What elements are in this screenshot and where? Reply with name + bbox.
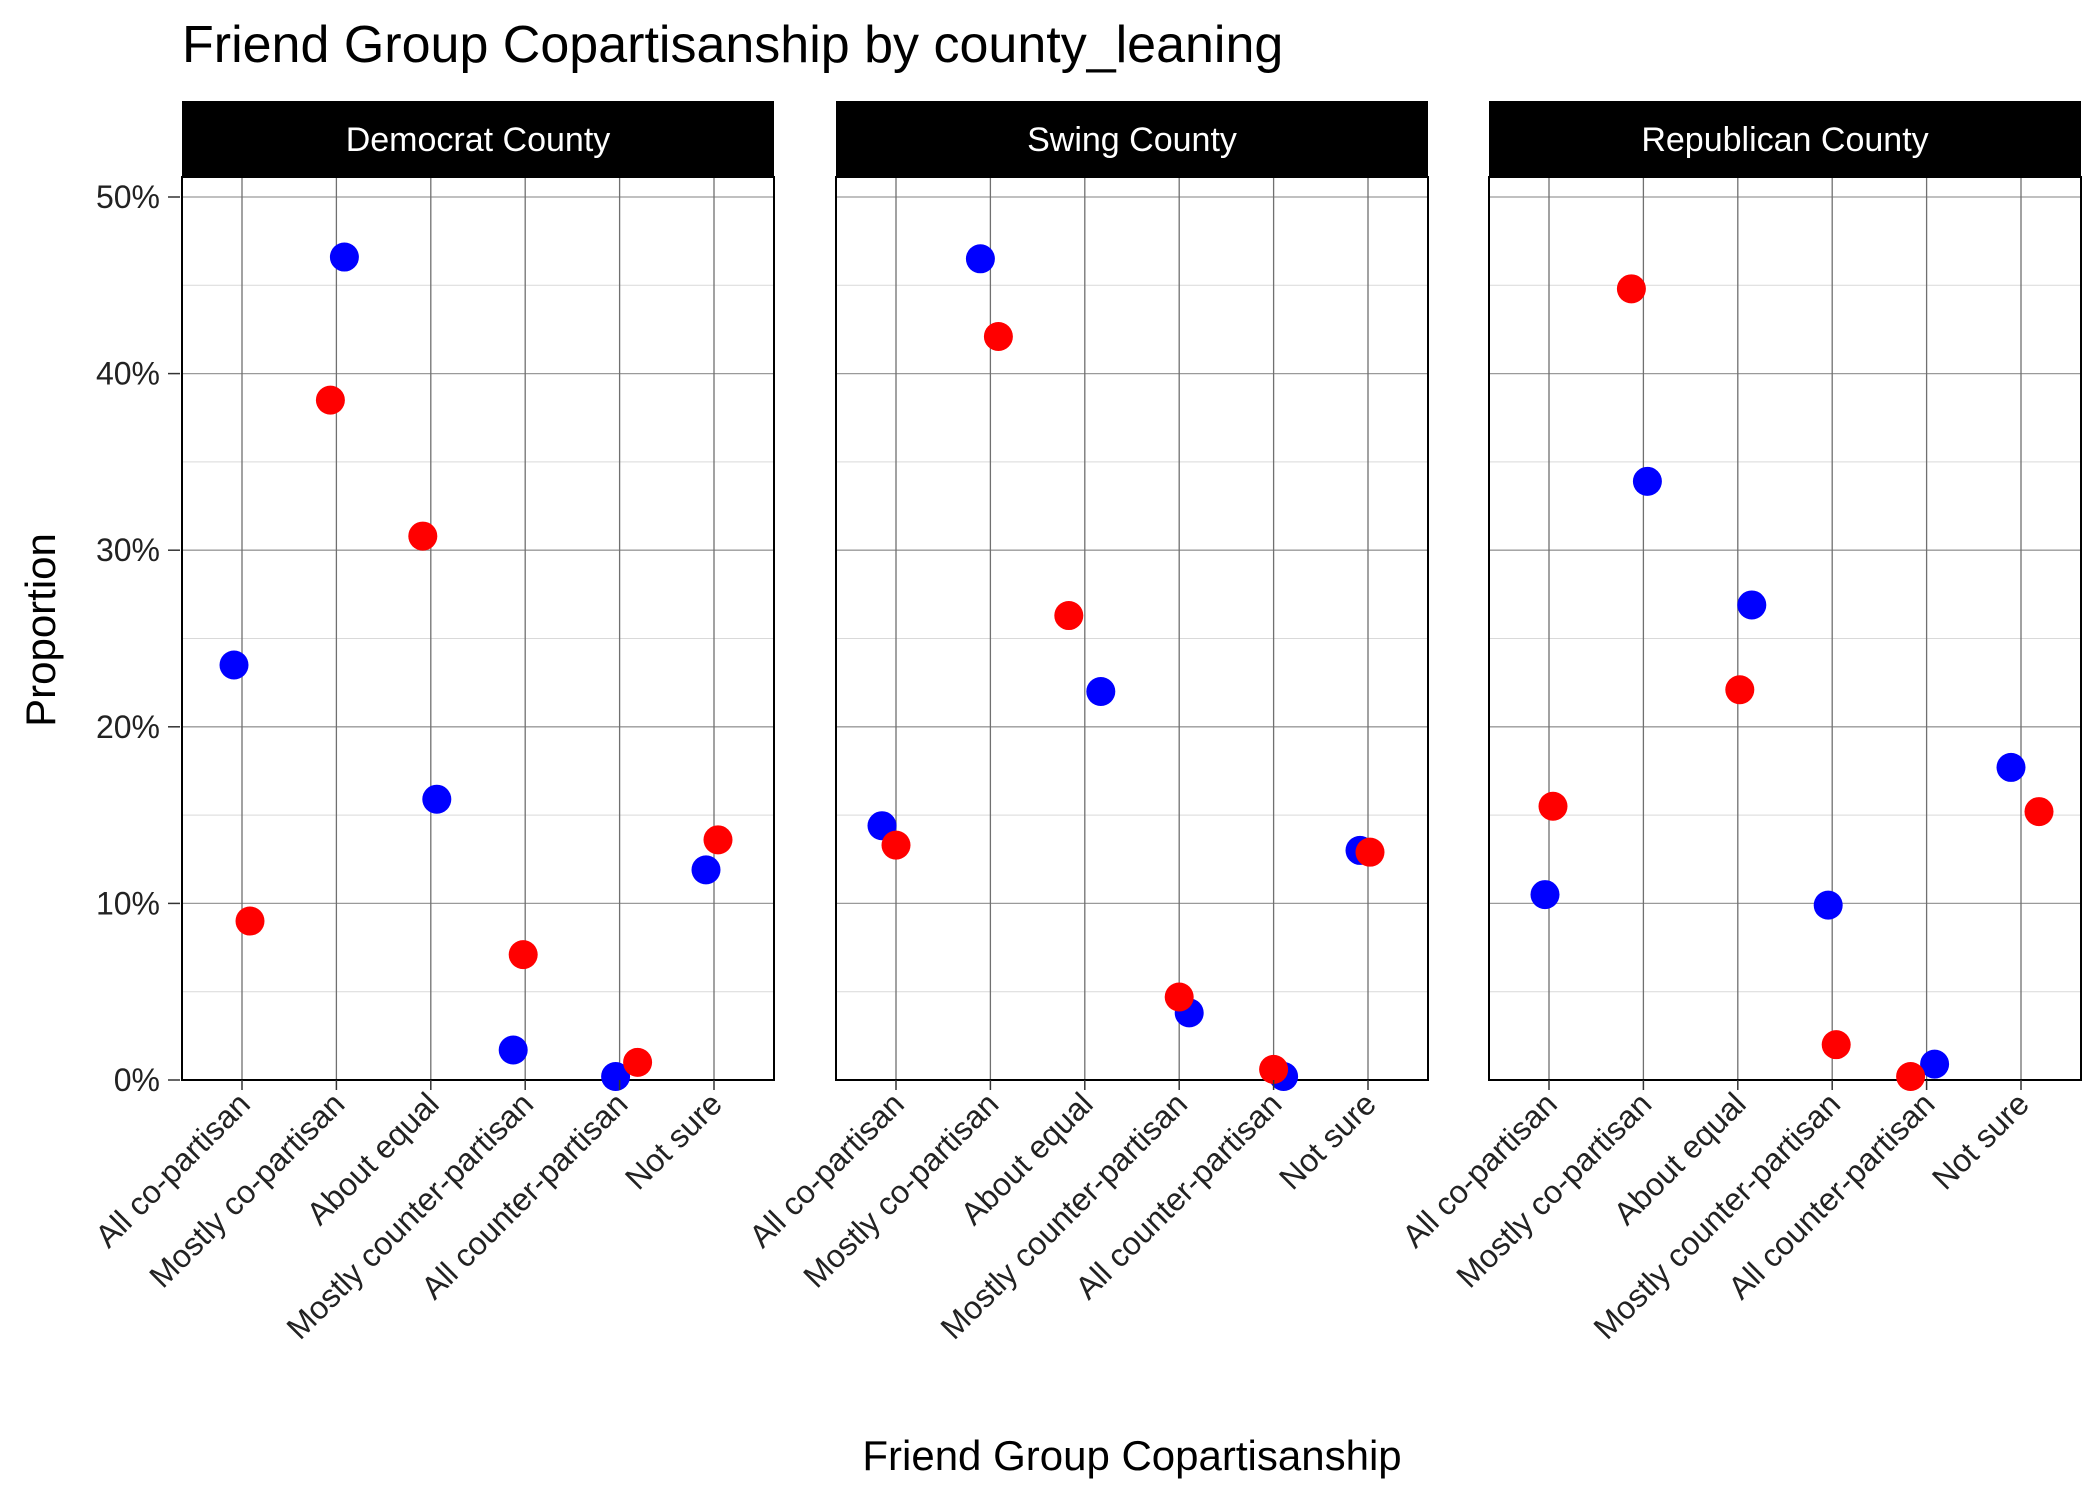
data-point-blue: [965, 244, 995, 274]
x-tick-label: Not sure: [1925, 1085, 2036, 1196]
data-point-red: [315, 385, 345, 415]
data-point-blue: [1737, 590, 1767, 620]
panel-border: [181, 176, 775, 1081]
data-point-blue: [1920, 1049, 1950, 1079]
data-point-red: [881, 830, 911, 860]
y-axis: 0% 10% 20% 30% 40% 50%: [96, 179, 180, 1098]
data-point-red: [623, 1047, 653, 1077]
panel-border: [835, 176, 1429, 1081]
data-point-red: [1164, 982, 1194, 1012]
data-point-red: [1259, 1054, 1289, 1084]
data-point-red: [1538, 791, 1568, 821]
data-point-blue: [601, 1061, 631, 1091]
data-point-red: [1616, 274, 1646, 304]
data-point-red: [1725, 675, 1755, 705]
y-tick-label: 0%: [114, 1062, 160, 1098]
data-point-blue: [1530, 880, 1560, 910]
data-point-red: [1054, 601, 1084, 631]
facet-strip: [182, 101, 774, 177]
x-axis-title: Friend Group Copartisanship: [862, 1432, 1401, 1479]
x-tick-label: Not sure: [618, 1085, 729, 1196]
data-point-red: [408, 521, 438, 551]
y-tick-label: 50%: [96, 179, 160, 215]
data-point-blue: [498, 1035, 528, 1065]
y-tick-label: 30%: [96, 532, 160, 568]
data-point-blue: [1632, 466, 1662, 496]
data-point-red: [1355, 837, 1385, 867]
data-point-red: [983, 322, 1013, 352]
y-tick-label: 10%: [96, 885, 160, 921]
facet-strip-label: Swing County: [1027, 121, 1237, 159]
facet-strip-label: Republican County: [1641, 121, 1928, 159]
y-tick-label: 20%: [96, 709, 160, 745]
data-point-red: [703, 825, 733, 855]
data-point-blue: [422, 784, 452, 814]
y-axis-title: Proportion: [17, 533, 64, 727]
data-point-red: [1821, 1030, 1851, 1060]
facet-strip: [836, 101, 1428, 177]
data-point-blue: [329, 242, 359, 272]
panel-border: [1488, 176, 2082, 1081]
chart-title: Friend Group Copartisanship by county_le…: [182, 16, 1283, 74]
data-point-blue: [1813, 890, 1843, 920]
data-point-blue: [1996, 752, 2026, 782]
data-point-blue: [219, 650, 249, 680]
data-point-red: [2024, 797, 2054, 827]
facet-strip-label: Democrat County: [346, 121, 611, 159]
facet-strip: [1489, 101, 2081, 177]
x-tick-label: Not sure: [1272, 1085, 1383, 1196]
data-point-red: [235, 906, 265, 936]
y-tick-label: 40%: [96, 356, 160, 392]
data-point-red: [508, 940, 538, 970]
data-point-blue: [691, 855, 721, 885]
data-point-red: [1896, 1061, 1926, 1091]
data-point-blue: [1086, 676, 1116, 706]
